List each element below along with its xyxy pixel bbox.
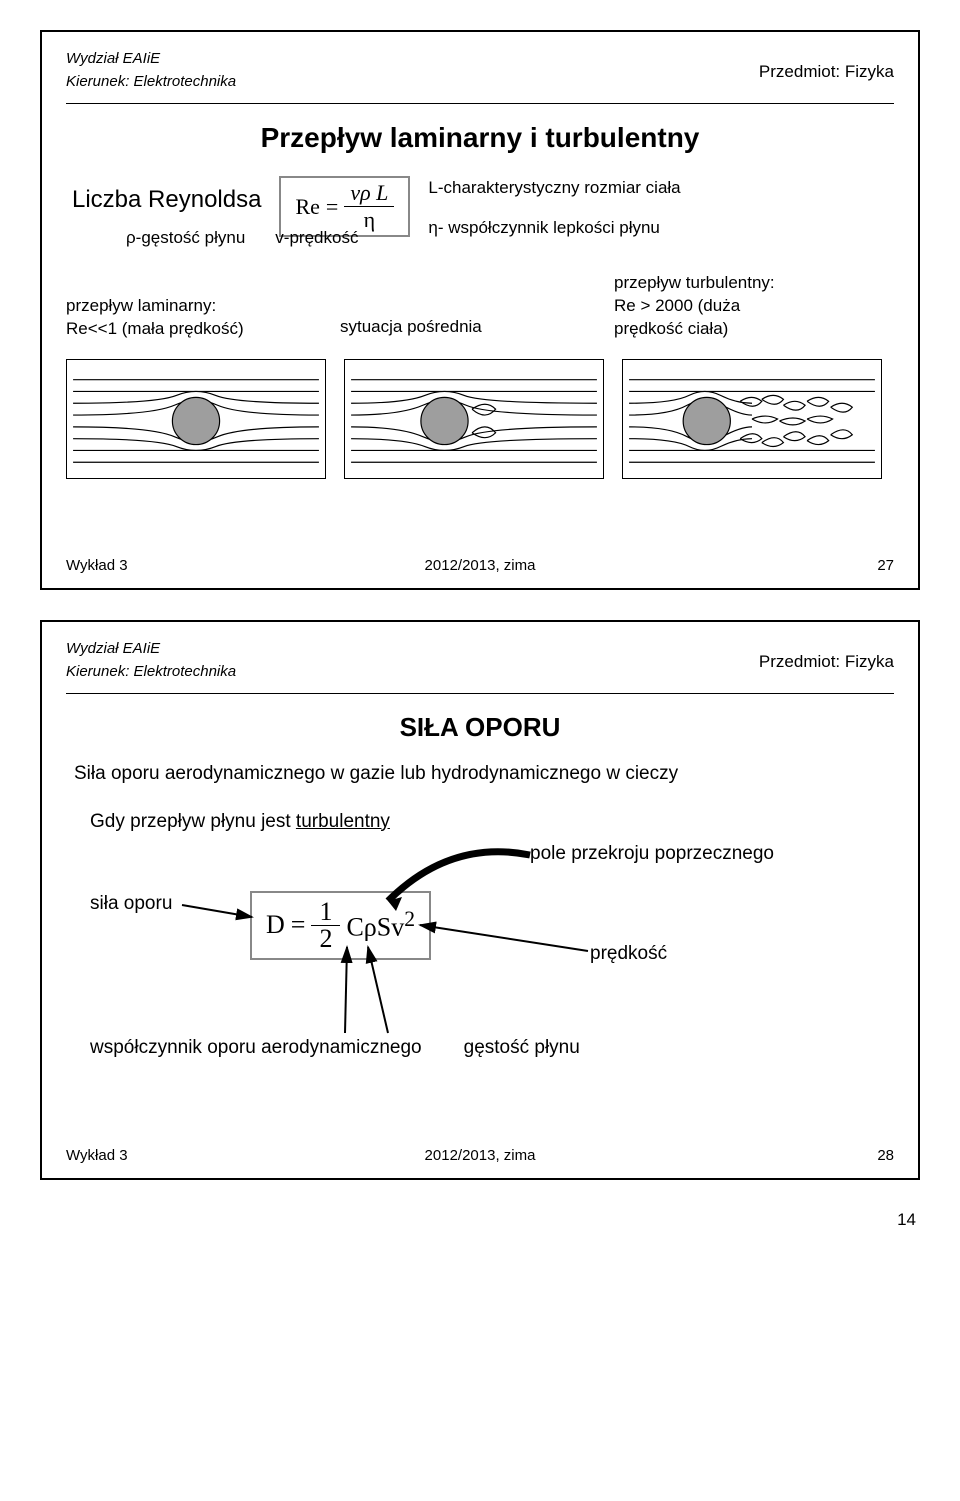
laminar-l1: przepływ laminarny:	[66, 295, 316, 318]
dept: Wydział EAIiE	[66, 48, 236, 71]
gdy-turbulent: turbulentny	[296, 811, 390, 832]
slide-2: Wydział EAIiE Kierunek: Elektrotechnika …	[40, 620, 920, 1180]
footer-mid: 2012/2013, zima	[425, 557, 536, 574]
flow-intermediate-svg	[345, 360, 603, 478]
flow-intermediate	[344, 359, 604, 479]
mid-label: sytuacja pośrednia	[340, 316, 590, 341]
slide2-title: SIŁA OPORU	[66, 712, 894, 743]
formula-eq: =	[326, 194, 338, 220]
turb-l2: Re > 2000 (duża	[614, 295, 874, 318]
laminar-label: przepływ laminarny: Re<<1 (mała prędkość…	[66, 295, 316, 341]
gdy-line: Gdy przepływ płynu jest turbulentny	[90, 811, 894, 833]
flow-turbulent-svg	[623, 360, 881, 478]
laminar-l2: Re<<1 (mała prędkość)	[66, 318, 316, 341]
flow-labels-row: przepływ laminarny: Re<<1 (mała prędkość…	[66, 272, 894, 341]
formula-lhs: Re	[295, 194, 319, 220]
header-rule	[66, 693, 894, 694]
slide-header: Wydział EAIiE Kierunek: Elektrotechnika …	[66, 48, 894, 93]
kier: Kierunek: Elektrotechnika	[66, 71, 236, 94]
header-subject: Przedmiot: Fizyka	[759, 652, 894, 672]
reynolds-label: Liczba Reynoldsa	[72, 186, 261, 214]
header-subject: Przedmiot: Fizyka	[759, 62, 894, 82]
kier: Kierunek: Elektrotechnika	[66, 661, 236, 684]
drag-arrows	[90, 843, 910, 1043]
flow-laminar	[66, 359, 326, 479]
footer-mid: 2012/2013, zima	[425, 1147, 536, 1164]
footer-right: 28	[877, 1147, 894, 1164]
flow-diagrams	[66, 359, 894, 479]
flow-turbulent	[622, 359, 882, 479]
page-number: 14	[0, 1210, 916, 1230]
formula-den: η	[358, 207, 382, 231]
turb-l3: prędkość ciała)	[614, 318, 874, 341]
drag-diagram: siła oporu pole przekroju poprzecznego p…	[90, 843, 894, 1033]
header-rule	[66, 103, 894, 104]
slide-footer: Wykład 3 2012/2013, zima 27	[66, 557, 894, 574]
v-desc: v-prędkość	[275, 228, 358, 248]
header-left: Wydział EAIiE Kierunek: Elektrotechnika	[66, 48, 236, 93]
footer-left: Wykład 3	[66, 557, 128, 574]
slide2-body: Siła oporu aerodynamicznego w gazie lub …	[74, 761, 894, 787]
l-desc: L-charakterystyczny rozmiar ciała	[428, 178, 680, 198]
dept: Wydział EAIiE	[66, 638, 236, 661]
header-left: Wydział EAIiE Kierunek: Elektrotechnika	[66, 638, 236, 683]
slide-title: Przepływ laminarny i turbulentny	[66, 122, 894, 154]
eta-desc: η- współczynnik lepkości płynu	[428, 218, 680, 238]
footer-left: Wykład 3	[66, 1147, 128, 1164]
slide-footer: Wykład 3 2012/2013, zima 28	[66, 1147, 894, 1164]
slide-1: Wydział EAIiE Kierunek: Elektrotechnika …	[40, 30, 920, 590]
turb-label: przepływ turbulentny: Re > 2000 (duża pr…	[614, 272, 874, 341]
rho-desc: ρ-gęstość płynu	[126, 228, 245, 248]
slide-header: Wydział EAIiE Kierunek: Elektrotechnika …	[66, 638, 894, 683]
gdy-prefix: Gdy przepływ płynu jest	[90, 811, 296, 832]
formula-num: νρ L	[350, 180, 388, 205]
turb-l1: przepływ turbulentny:	[614, 272, 874, 295]
formula-fraction: νρ L η	[344, 182, 394, 231]
flow-laminar-svg	[67, 360, 325, 478]
footer-right: 27	[877, 557, 894, 574]
